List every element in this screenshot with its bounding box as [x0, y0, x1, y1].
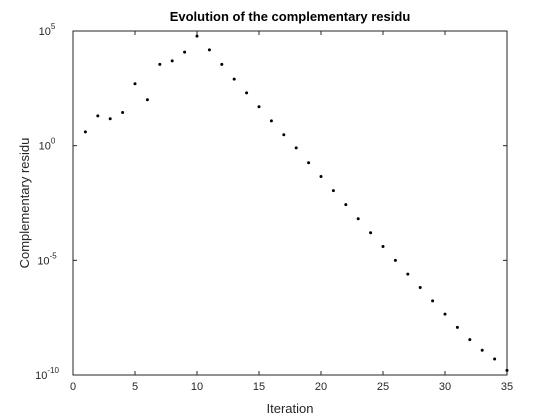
x-tick-label: 35: [501, 381, 513, 393]
y-tick-label: 10-10: [35, 366, 59, 382]
x-tick-label: 0: [70, 381, 76, 393]
data-point: [158, 62, 162, 66]
y-tick-label: 100: [39, 137, 56, 153]
plot-area: [72, 30, 508, 376]
data-point: [418, 286, 422, 290]
data-point: [183, 50, 187, 54]
data-point: [406, 272, 410, 276]
y-tick-label: 105: [39, 22, 56, 38]
data-point: [195, 34, 199, 38]
x-tick-label: 25: [377, 381, 389, 393]
y-axis: 105 100 10-5 10-10: [35, 22, 507, 382]
data-point: [468, 338, 472, 342]
data-point: [108, 117, 112, 121]
chart-title: Evolution of the complementary residu: [170, 9, 411, 24]
x-tick-label: 20: [315, 381, 327, 393]
data-point: [269, 119, 273, 123]
data-point: [344, 203, 348, 207]
y-axis-label: Complementary residu: [17, 138, 32, 269]
data-point: [369, 231, 373, 235]
data-point: [207, 48, 211, 52]
data-point: [393, 258, 397, 262]
data-point: [480, 348, 484, 352]
data-point: [133, 82, 137, 86]
data-point: [331, 189, 335, 193]
data-point: [356, 217, 360, 221]
data-point: [282, 133, 286, 137]
y-tick-label: 10-5: [37, 251, 57, 267]
data-point: [307, 161, 311, 165]
x-axis-label: Iteration: [267, 401, 314, 416]
data-point: [443, 312, 447, 316]
data-point: [83, 130, 87, 134]
data-point: [381, 245, 385, 249]
data-point: [294, 146, 298, 150]
data-point: [431, 299, 435, 303]
x-tick-label: 5: [132, 381, 138, 393]
data-point: [170, 59, 174, 63]
data-point: [96, 114, 100, 118]
data-point: [121, 110, 125, 114]
x-tick-label: 30: [439, 381, 451, 393]
data-point: [220, 62, 224, 66]
x-tick-label: 15: [253, 381, 265, 393]
data-point: [455, 325, 459, 329]
x-axis: 0 5 10 15 20 25 30 35: [70, 31, 513, 393]
data-point: [493, 357, 497, 361]
data-point: [232, 77, 236, 81]
data-point: [245, 91, 249, 95]
x-tick-label: 10: [191, 381, 203, 393]
data-point: [257, 105, 261, 109]
data-point: [319, 175, 323, 179]
data-points: [83, 34, 509, 372]
data-point: [145, 98, 149, 102]
data-point: [505, 368, 509, 372]
